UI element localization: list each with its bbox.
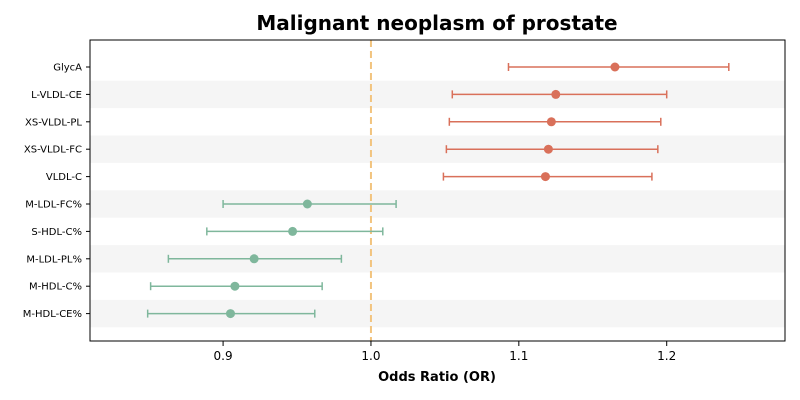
y-tick-label: VLDL-C: [46, 172, 82, 183]
y-tick-label: L-VLDL-CE: [31, 90, 82, 101]
row-6: [206, 226, 384, 236]
y-axis: GlycA L-VLDL-CE XS-VLDL-PL XS-VLDL-FC VLDL-C…: [23, 63, 90, 320]
row-7: [167, 254, 343, 264]
row-8: [149, 281, 323, 291]
row-0: [507, 62, 730, 72]
x-tick-label: 0.9: [214, 349, 233, 363]
axes-frame: [89, 39, 786, 342]
y-tick-label: M-HDL-C%: [29, 282, 82, 293]
x-tick-label: 1.2: [657, 349, 676, 363]
row-3: [445, 144, 659, 154]
row-shade: [90, 135, 785, 163]
y-tick-label: GlycA: [53, 63, 82, 74]
row-shade: [90, 190, 785, 218]
or-point: [546, 117, 556, 127]
or-point: [540, 172, 550, 182]
row-1: [451, 89, 668, 99]
row-2: [448, 117, 662, 127]
x-tick-label: 1.0: [361, 349, 380, 363]
y-tick-label: XS-VLDL-PL: [25, 117, 82, 128]
y-tick-label: M-HDL-CE%: [23, 309, 82, 320]
or-point: [302, 199, 312, 209]
chart-title: Malignant neoplasm of prostate: [256, 11, 617, 35]
y-tick-label: M-LDL-FC%: [25, 200, 82, 211]
or-point: [543, 144, 553, 154]
y-tick-label: S-HDL-C%: [31, 227, 82, 238]
row-shade: [90, 80, 785, 109]
or-point: [288, 226, 298, 236]
or-point: [230, 281, 240, 291]
or-point: [551, 89, 561, 99]
or-point: [225, 309, 235, 319]
or-point: [610, 62, 620, 72]
data-rows: [146, 62, 730, 319]
x-axis: 0.9 1.0 1.1 1.2: [214, 341, 676, 363]
row-4: [442, 172, 653, 182]
row-5: [222, 199, 397, 209]
or-point: [249, 254, 259, 264]
x-tick-label: 1.1: [509, 349, 528, 363]
x-axis-label: Odds Ratio (OR): [378, 370, 496, 385]
y-tick-label: M-LDL-PL%: [26, 254, 82, 265]
y-tick-label: XS-VLDL-FC: [24, 145, 82, 156]
row-9: [146, 309, 316, 319]
row-shading: [90, 80, 785, 328]
